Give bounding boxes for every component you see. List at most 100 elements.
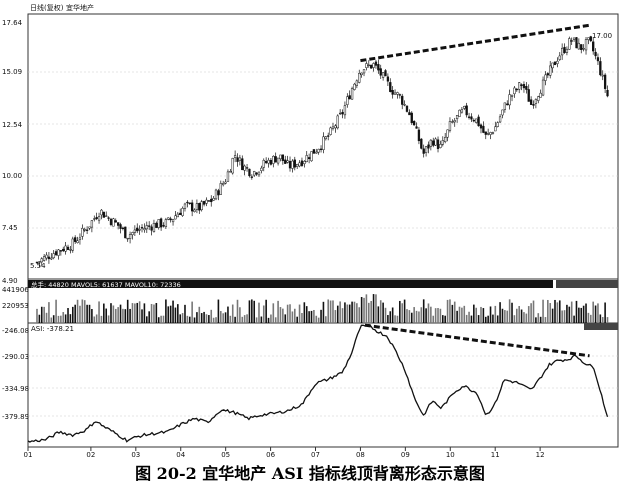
candle-body [355,80,359,86]
candle-body [432,140,435,146]
volume-bar [441,315,444,323]
candle-body [467,116,471,118]
volume-bar [475,307,478,323]
volume-bar [274,317,277,323]
volume-bar [356,303,358,323]
volume-bar [506,310,509,323]
candle-body [441,140,444,145]
candle-body [549,65,552,76]
volume-bar [217,299,220,323]
candle-body [131,232,134,236]
low-price-label: 5.54 [30,262,46,270]
volume-bar [437,308,439,323]
volume-bar [561,310,563,323]
candle-body [241,158,244,171]
volume-bar [236,299,239,323]
volume-bar [122,308,124,323]
candle-body [116,222,120,226]
candle-body [553,61,557,66]
volume-bar [38,314,41,323]
volume-bar [184,304,186,323]
candle-body [434,138,437,146]
volume-bar [470,315,473,323]
volume-bar [360,296,363,323]
candle-body [148,225,151,227]
volume-bar [348,304,351,323]
volume-bar [317,317,320,323]
volume-bar [463,305,466,323]
volume-bar [370,300,372,323]
volume-bar [358,307,361,323]
month-tick-label: 01 [24,451,33,459]
price-candles [35,35,609,268]
candle-body [539,92,542,98]
volume-bar [372,294,375,323]
candle-body [575,37,578,49]
volume-bar [532,300,535,323]
candle-body [508,94,511,106]
candle-body [45,254,48,259]
candle-body [100,209,103,216]
candle-body [66,246,70,250]
candle-body [529,99,533,105]
candle-body [420,138,423,149]
candle-body [346,96,349,105]
volume-bar [339,301,341,323]
candle-body [233,155,237,158]
candle-body [236,157,239,162]
candle-body [288,160,292,169]
volume-bar [351,301,353,323]
candle-body [157,219,160,228]
candle-body [195,203,199,210]
candle-body [207,200,211,202]
asi-yticks: -246.08 -290.03 -334.98 -379.89 [2,327,29,421]
volume-bar [284,314,287,323]
asi-ytick: -379.89 [2,413,29,421]
month-tick-label: 04 [176,451,185,459]
candle-body [222,183,225,186]
volume-bar [270,314,272,323]
candle-body [310,151,313,162]
price-ytick: 17.64 [2,19,23,27]
candle-body [255,172,258,175]
candle-body [272,156,275,164]
candle-body [296,164,299,167]
volume-bar [286,304,289,323]
volume-bar [69,314,72,323]
volume-bar [413,307,415,323]
volume-bar [341,308,344,323]
candle-body [482,125,485,133]
month-axis: 01 02 03 04 05 06 07 08 09 10 11 12 [24,447,545,459]
volume-bar [71,306,74,323]
candle-body [143,228,146,231]
volume-bar [100,315,103,323]
candle-body [229,171,232,173]
volume-bar [231,304,234,323]
candle-body [217,190,220,196]
candle-body [183,203,187,209]
candle-body [525,86,528,90]
candle-body [140,227,144,229]
candle-body [546,73,549,76]
candle-body [159,218,163,228]
candle-body [384,70,387,77]
volume-bar [387,315,389,323]
volume-bar [325,316,327,323]
candle-body [253,171,256,176]
volume-bar [315,315,318,323]
volume-bar [157,317,160,323]
volume-bar [205,314,208,323]
candle-body [455,115,459,119]
volume-bar [193,317,196,323]
volume-bar [114,308,117,323]
volume-bar [384,307,387,323]
volume-bar [239,307,241,323]
candle-body [584,39,588,51]
volume-bar [81,299,84,323]
candle-body [336,115,339,129]
volume-bar [88,304,91,323]
volume-bar [260,316,263,323]
candle-body [238,157,242,161]
volume-bar [432,315,435,323]
